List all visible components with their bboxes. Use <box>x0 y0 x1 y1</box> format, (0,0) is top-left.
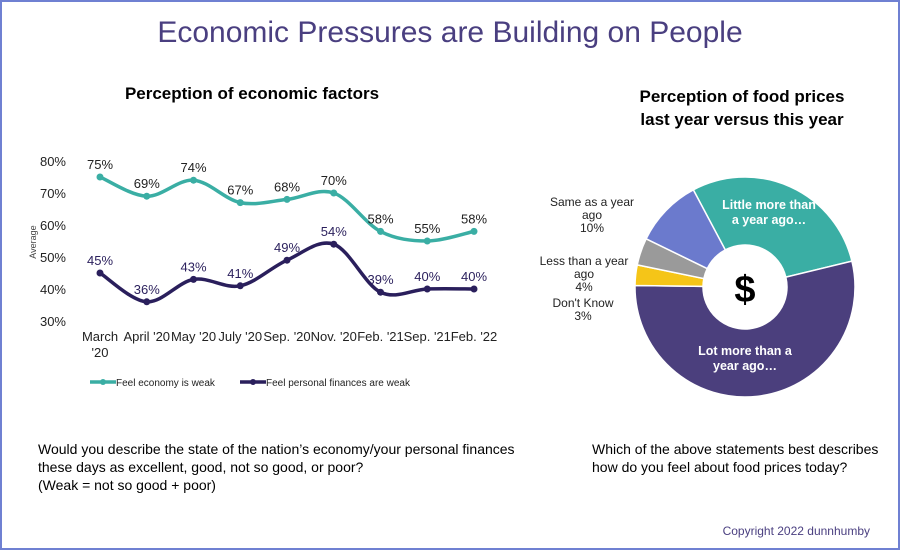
slice-label: 10% <box>580 221 604 235</box>
x-tick-label: Feb. '21 <box>357 329 404 344</box>
data-label: 54% <box>321 224 347 239</box>
slice-label: Little more than <box>722 198 816 212</box>
x-tick-label: March <box>82 329 118 344</box>
data-point <box>96 269 104 277</box>
x-tick-label: May '20 <box>171 329 216 344</box>
data-label: 39% <box>367 272 393 287</box>
data-label: 70% <box>321 173 347 188</box>
data-point <box>423 285 431 293</box>
slice-label: 3% <box>574 309 592 323</box>
dollar-icon: $ <box>734 269 755 311</box>
question-line: Would you describe the state of the nati… <box>38 441 515 457</box>
data-point <box>283 256 291 264</box>
slice-label: 4% <box>575 280 593 294</box>
data-label: 68% <box>274 179 300 194</box>
data-point <box>96 173 104 181</box>
data-label: 74% <box>180 160 206 175</box>
left-question: Would you describe the state of the nati… <box>38 440 515 494</box>
data-label: 45% <box>87 253 113 268</box>
data-point <box>377 288 384 296</box>
x-tick-label: Sep. '20 <box>263 329 310 344</box>
data-point <box>330 189 338 197</box>
question-line: (Weak = not so good + poor) <box>38 477 216 493</box>
copyright: Copyright 2022 dunnhumby <box>722 524 870 538</box>
slice-label: ago <box>574 267 594 281</box>
slice-label: Lot more than a <box>698 344 793 358</box>
question-line: these days as excellent, good, not so go… <box>38 459 364 475</box>
slice-label: Don't Know <box>553 296 614 310</box>
question-line: how do you feel about food prices today? <box>592 459 848 475</box>
question-line: Which of the above statements best descr… <box>592 441 879 457</box>
legend-label: Feel personal finances are weak <box>266 378 411 389</box>
y-tick-label: 70% <box>40 186 66 201</box>
slice-label: ago <box>582 208 602 222</box>
pie-title-line: last year versus this year <box>640 110 844 129</box>
data-label: 40% <box>461 269 487 284</box>
data-point <box>470 227 478 235</box>
y-tick-label: 60% <box>40 218 66 233</box>
slice-label: Same as a year <box>550 195 634 209</box>
data-label: 58% <box>367 211 393 226</box>
y-tick-label: 50% <box>40 250 66 265</box>
data-point <box>423 237 431 245</box>
data-label: 36% <box>134 282 160 297</box>
x-tick-label: April '20 <box>123 329 170 344</box>
y-tick-label: 30% <box>40 314 66 329</box>
data-point <box>330 240 338 248</box>
slide-title: Economic Pressures are Building on Peopl… <box>157 16 743 49</box>
x-tick-label: July '20 <box>218 329 262 344</box>
data-label: 67% <box>227 183 253 198</box>
slice-label: a year ago… <box>732 213 806 227</box>
data-point <box>143 192 151 200</box>
legend-marker <box>250 379 256 385</box>
data-point <box>236 282 244 290</box>
y-tick-label: 80% <box>40 154 66 169</box>
data-label: 75% <box>87 157 113 172</box>
data-point <box>236 199 244 207</box>
y-tick-label: 40% <box>40 282 66 297</box>
pie-title-line: Perception of food prices <box>639 87 845 106</box>
x-tick-label: Nov. '20 <box>311 329 357 344</box>
data-point <box>143 298 151 306</box>
data-label: 40% <box>414 269 440 284</box>
data-point <box>470 285 478 293</box>
y-axis-label: Average <box>28 225 38 258</box>
pie-slice <box>634 260 856 398</box>
data-label: 58% <box>461 211 487 226</box>
x-tick-label: Feb. '22 <box>451 329 498 344</box>
data-point <box>283 195 291 203</box>
data-label: 49% <box>274 240 300 255</box>
data-label: 55% <box>414 221 440 236</box>
slice-label: Less than a year <box>540 254 629 268</box>
x-tick-label: Sep. '21 <box>404 329 451 344</box>
x-tick-label: '20 <box>92 345 109 360</box>
pie-chart-title: Perception of food prices last year vers… <box>592 85 892 131</box>
pie-slice <box>692 176 853 279</box>
pie-slice <box>645 188 727 270</box>
data-point <box>377 227 384 235</box>
slice-label: year ago… <box>713 359 777 373</box>
data-point <box>190 275 197 283</box>
legend-label: Feel economy is weak <box>116 378 216 389</box>
data-label: 41% <box>227 266 253 281</box>
line-chart-title: Perception of economic factors <box>124 84 380 103</box>
legend-marker <box>100 379 106 385</box>
data-label: 69% <box>134 176 160 191</box>
data-point <box>190 176 197 184</box>
right-question: Which of the above statements best descr… <box>592 440 878 476</box>
data-label: 43% <box>180 259 206 274</box>
